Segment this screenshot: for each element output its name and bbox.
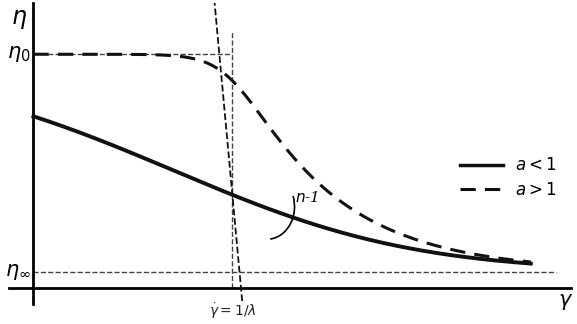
Text: $\dot{\gamma}=1/\lambda$: $\dot{\gamma}=1/\lambda$: [209, 301, 256, 321]
Text: $\eta_{\infty}$: $\eta_{\infty}$: [5, 262, 31, 282]
Text: $\dot{\gamma}$: $\dot{\gamma}$: [558, 286, 573, 313]
Text: $\eta$: $\eta$: [12, 8, 28, 31]
Legend: $a < 1$, $a > 1$: $a < 1$, $a > 1$: [454, 151, 563, 205]
Text: $\eta_0$: $\eta_0$: [7, 44, 31, 64]
Text: $n$-1: $n$-1: [294, 190, 318, 205]
